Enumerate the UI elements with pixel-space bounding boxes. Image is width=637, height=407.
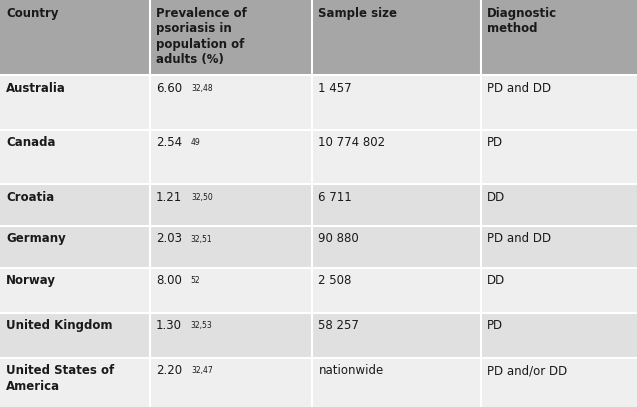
Text: 2.20: 2.20 xyxy=(156,364,182,377)
Text: Sample size: Sample size xyxy=(318,7,397,20)
Bar xyxy=(0,226,150,268)
Text: Norway: Norway xyxy=(6,274,56,287)
Text: DD: DD xyxy=(487,274,506,287)
Text: 6.60: 6.60 xyxy=(156,82,182,95)
Bar xyxy=(312,313,481,358)
Bar xyxy=(481,226,637,268)
Text: 1.30: 1.30 xyxy=(156,319,182,332)
Bar xyxy=(481,0,637,75)
Text: Country: Country xyxy=(6,7,59,20)
Text: 32,48: 32,48 xyxy=(191,84,213,93)
Text: 32,47: 32,47 xyxy=(191,366,213,375)
Bar xyxy=(481,313,637,358)
Bar xyxy=(481,184,637,226)
Bar xyxy=(150,0,312,75)
Bar xyxy=(150,268,312,313)
Text: 90 880: 90 880 xyxy=(318,232,359,245)
Bar xyxy=(0,268,150,313)
Text: 10 774 802: 10 774 802 xyxy=(318,136,385,149)
Bar xyxy=(481,358,637,407)
Bar xyxy=(150,75,312,130)
Bar xyxy=(0,184,150,226)
Text: 32,51: 32,51 xyxy=(191,234,213,243)
Text: 2.03: 2.03 xyxy=(156,232,182,245)
Bar xyxy=(150,130,312,184)
Bar xyxy=(312,130,481,184)
Text: Germany: Germany xyxy=(6,232,66,245)
Text: 49: 49 xyxy=(191,138,201,147)
Text: Canada: Canada xyxy=(6,136,56,149)
Text: 32,50: 32,50 xyxy=(191,193,213,202)
Bar xyxy=(481,130,637,184)
Text: Croatia: Croatia xyxy=(6,191,55,204)
Text: 52: 52 xyxy=(190,276,201,285)
Text: United States of
America: United States of America xyxy=(6,364,115,393)
Bar xyxy=(312,358,481,407)
Text: PD and DD: PD and DD xyxy=(487,82,552,95)
Text: Prevalence of
psoriasis in
population of
adults (%): Prevalence of psoriasis in population of… xyxy=(156,7,247,66)
Bar xyxy=(312,75,481,130)
Text: 8.00: 8.00 xyxy=(156,274,182,287)
Bar xyxy=(150,358,312,407)
Bar xyxy=(312,226,481,268)
Bar xyxy=(150,226,312,268)
Text: Australia: Australia xyxy=(6,82,66,95)
Text: PD and DD: PD and DD xyxy=(487,232,552,245)
Text: Diagnostic
method: Diagnostic method xyxy=(487,7,557,35)
Bar xyxy=(312,0,481,75)
Text: PD and/or DD: PD and/or DD xyxy=(487,364,568,377)
Bar xyxy=(0,75,150,130)
Text: United Kingdom: United Kingdom xyxy=(6,319,113,332)
Text: nationwide: nationwide xyxy=(318,364,383,377)
Text: 6 711: 6 711 xyxy=(318,191,352,204)
Text: PD: PD xyxy=(487,319,503,332)
Bar xyxy=(0,0,150,75)
Bar xyxy=(481,75,637,130)
Text: 2.54: 2.54 xyxy=(156,136,182,149)
Bar xyxy=(312,268,481,313)
Bar xyxy=(150,184,312,226)
Text: DD: DD xyxy=(487,191,506,204)
Text: 58 257: 58 257 xyxy=(318,319,359,332)
Bar xyxy=(0,130,150,184)
Text: 1 457: 1 457 xyxy=(318,82,352,95)
Bar xyxy=(0,313,150,358)
Text: 2 508: 2 508 xyxy=(318,274,352,287)
Text: 32,53: 32,53 xyxy=(191,321,213,330)
Text: PD: PD xyxy=(487,136,503,149)
Bar xyxy=(481,268,637,313)
Bar xyxy=(150,313,312,358)
Bar xyxy=(0,358,150,407)
Text: 1.21: 1.21 xyxy=(156,191,182,204)
Bar xyxy=(312,184,481,226)
